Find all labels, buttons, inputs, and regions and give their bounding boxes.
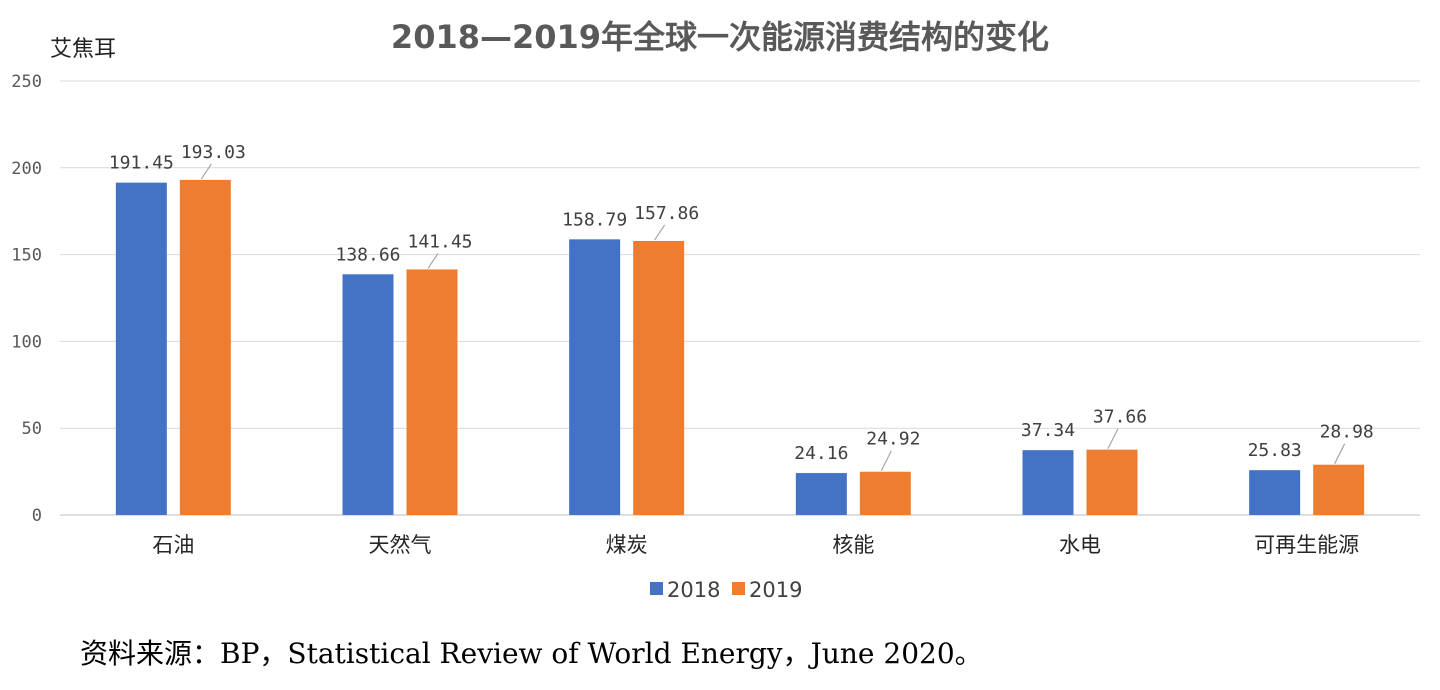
leader-line [1334, 443, 1346, 464]
category-label: 天然气 [369, 533, 432, 557]
bar-2019-5 [1313, 464, 1365, 515]
leader-lines [200, 163, 1346, 472]
y-tick-label: 100 [11, 332, 42, 352]
y-tick-label: 50 [22, 419, 42, 439]
category-label: 可再生能源 [1254, 533, 1359, 557]
leader-line [200, 163, 212, 180]
y-tick-label: 250 [11, 72, 42, 92]
data-label: 138.66 [335, 244, 400, 265]
y-axis-unit-label: 艾焦耳 [50, 37, 116, 62]
y-tick-label: 150 [11, 246, 42, 266]
legend-swatch-2018 [650, 582, 663, 595]
data-labels: 191.45 193.03 138.66 141.45 158.79 157.86 24.1… [109, 142, 1374, 464]
bar-2019-0 [179, 179, 231, 516]
data-label: 191.45 [109, 153, 174, 174]
legend: 2018 2019 [650, 578, 802, 602]
data-label: 193.03 [181, 142, 246, 163]
bar-2019-3 [859, 471, 911, 515]
data-label: 24.92 [866, 429, 920, 450]
data-label: 24.16 [794, 443, 848, 464]
bar-2019-2 [633, 240, 685, 515]
bar-2018-4 [1022, 450, 1074, 515]
leader-line [880, 450, 892, 472]
legend-swatch-2019 [732, 582, 745, 595]
bar-2018-0 [115, 182, 167, 515]
y-tick-label: 0 [32, 506, 42, 526]
source-note: 资料来源：BP，Statistical Review of World Ener… [80, 637, 983, 670]
gridlines [60, 80, 1420, 516]
chart-title: 2018—2019年全球一次能源消费结构的变化 [391, 18, 1049, 56]
bar-2019-4 [1086, 449, 1138, 515]
category-label: 石油 [152, 533, 194, 557]
legend-label-2019: 2019 [749, 578, 802, 602]
category-label: 煤炭 [606, 533, 648, 557]
data-label: 37.34 [1021, 420, 1075, 441]
bar-2018-5 [1249, 470, 1301, 515]
bar-chart: 2018—2019年全球一次能源消费结构的变化 艾焦耳 0 50 100 150 200… [11, 18, 1420, 602]
legend-label-2018: 2018 [667, 578, 720, 602]
leader-line [1107, 428, 1119, 449]
data-label: 25.83 [1248, 440, 1302, 461]
data-label: 28.98 [1320, 422, 1374, 443]
bar-2018-1 [342, 274, 394, 515]
data-label: 141.45 [407, 231, 472, 252]
bar-2018-3 [795, 473, 847, 515]
leader-line [654, 224, 666, 241]
y-axis-ticks: 0 50 100 150 200 250 [11, 72, 42, 526]
bars [115, 179, 1365, 516]
data-label: 37.66 [1093, 407, 1147, 428]
y-tick-label: 200 [11, 159, 42, 179]
data-label: 158.79 [562, 209, 627, 230]
category-label: 水电 [1059, 533, 1101, 557]
leader-line [427, 253, 439, 269]
category-label: 核能 [832, 533, 874, 557]
bar-2018-2 [569, 239, 621, 515]
x-axis-categories: 石油 天然气 煤炭 核能 水电 可再生能源 [152, 533, 1359, 557]
bar-2019-1 [406, 269, 458, 515]
data-label: 157.86 [634, 203, 699, 224]
